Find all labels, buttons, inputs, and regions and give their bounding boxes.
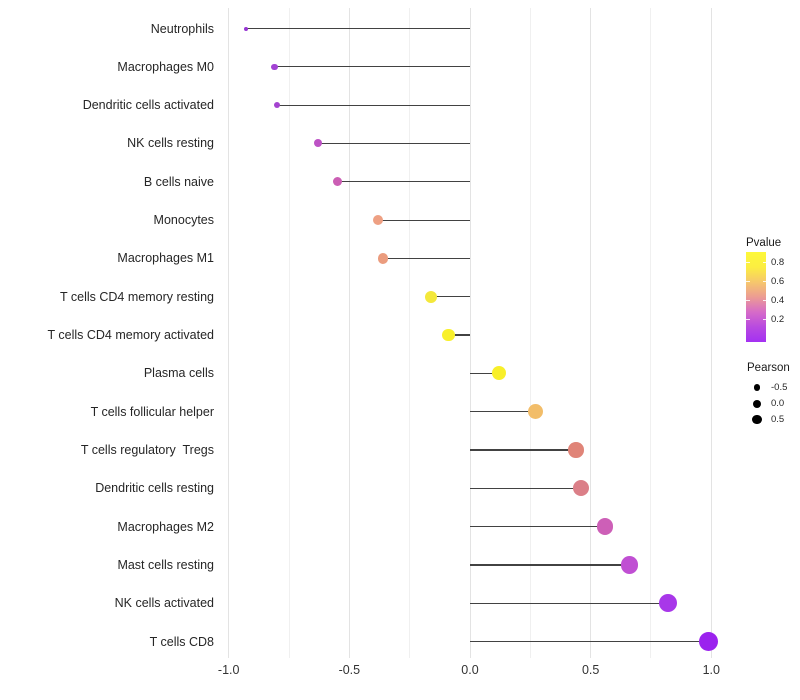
y-axis-label: T cells CD8 <box>149 634 214 649</box>
data-point <box>271 63 278 70</box>
minor-gridline <box>650 8 652 658</box>
lollipop-stick <box>337 181 470 183</box>
pearson-legend-label: -0.5 <box>771 382 788 393</box>
data-point <box>596 518 614 535</box>
y-axis-label: T cells follicular helper <box>90 404 214 419</box>
data-point <box>658 594 677 613</box>
lollipop-stick <box>470 411 536 413</box>
x-tick-label: 0.5 <box>581 663 600 677</box>
y-axis-label: T cells CD4 memory activated <box>47 328 215 343</box>
y-axis-label: Dendritic cells activated <box>82 98 214 113</box>
lollipop-stick <box>470 487 581 489</box>
y-axis-label: Mast cells resting <box>117 557 214 572</box>
data-point <box>527 404 543 420</box>
lollipop-stick <box>378 219 470 221</box>
y-axis-label: NK cells resting <box>127 136 214 151</box>
pvalue-legend-title: Pvalue <box>746 237 782 249</box>
x-tick-label: -1.0 <box>217 663 240 677</box>
colorbar-tick <box>762 319 766 320</box>
colorbar-tick <box>746 300 750 301</box>
data-point <box>491 366 506 381</box>
pearson-legend-dot <box>753 399 761 408</box>
x-tick-label: -0.5 <box>338 663 361 677</box>
x-tick-label: 1.0 <box>702 663 720 677</box>
lollipop-stick <box>431 296 470 298</box>
lollipop-stick <box>470 602 668 604</box>
lollipop-stick <box>383 257 470 259</box>
pearson-legend-dot <box>752 414 762 425</box>
data-point <box>441 328 455 342</box>
y-axis-label: NK cells activated <box>114 596 214 611</box>
lollipop-stick <box>317 142 470 145</box>
data-point <box>313 139 322 148</box>
pvalue-tick-label: 0.2 <box>771 314 785 325</box>
data-point <box>273 101 281 109</box>
y-axis-label: T cells regulatory Tregs <box>80 443 214 458</box>
lollipop-stick <box>470 526 606 528</box>
pearson-legend-dot <box>753 384 761 391</box>
data-point <box>572 480 589 497</box>
data-point <box>243 26 248 31</box>
y-axis-label: Dendritic cells resting <box>95 481 214 496</box>
pvalue-tick-label: 0.8 <box>771 257 785 268</box>
pearson-legend-label: 0.0 <box>771 398 785 409</box>
y-axis-label: Macrophages M0 <box>117 59 214 74</box>
colorbar-tick <box>762 281 766 282</box>
y-axis-label: Neutrophils <box>150 21 214 36</box>
x-tick-label: 0.0 <box>461 663 479 677</box>
major-gridline <box>348 8 350 658</box>
minor-gridline <box>529 8 531 658</box>
major-gridline <box>590 8 592 658</box>
data-point <box>373 214 384 226</box>
major-gridline <box>710 8 712 658</box>
pearson-legend-label: 0.5 <box>771 414 785 425</box>
y-axis-label: T cells CD4 memory resting <box>60 289 214 304</box>
lollipop-stick <box>470 372 499 374</box>
colorbar-tick <box>762 262 766 263</box>
lollipop-stick <box>470 641 709 643</box>
pearson-legend-title: Pearson <box>747 362 790 374</box>
colorbar-tick <box>746 262 750 263</box>
lollipop-stick <box>470 449 577 451</box>
data-point <box>425 290 438 303</box>
lollipop-stick <box>276 104 470 106</box>
data-point <box>568 442 584 458</box>
major-gridline <box>228 8 230 658</box>
y-axis-label: Plasma cells <box>143 366 214 381</box>
pvalue-tick-label: 0.6 <box>771 276 785 287</box>
colorbar-tick <box>762 300 766 301</box>
y-axis-label: Monocytes <box>153 213 214 228</box>
y-axis-label: Macrophages M1 <box>117 251 214 266</box>
lollipop-stick <box>245 27 470 30</box>
colorbar-tick <box>746 319 750 320</box>
y-axis-label: B cells naive <box>143 174 214 189</box>
lollipop-stick <box>274 66 470 68</box>
minor-gridline <box>288 8 290 658</box>
pvalue-colorbar <box>746 252 766 342</box>
data-point <box>377 253 389 264</box>
lollipop-stick <box>470 564 630 566</box>
minor-gridline <box>409 8 411 658</box>
lollipop-stick <box>448 334 470 336</box>
data-point <box>699 632 719 652</box>
pvalue-tick-label: 0.4 <box>771 295 785 306</box>
y-axis-label: Macrophages M2 <box>117 519 214 534</box>
major-gridline <box>469 8 471 658</box>
data-point <box>332 177 342 187</box>
colorbar-tick <box>746 281 750 282</box>
data-point <box>620 556 638 574</box>
